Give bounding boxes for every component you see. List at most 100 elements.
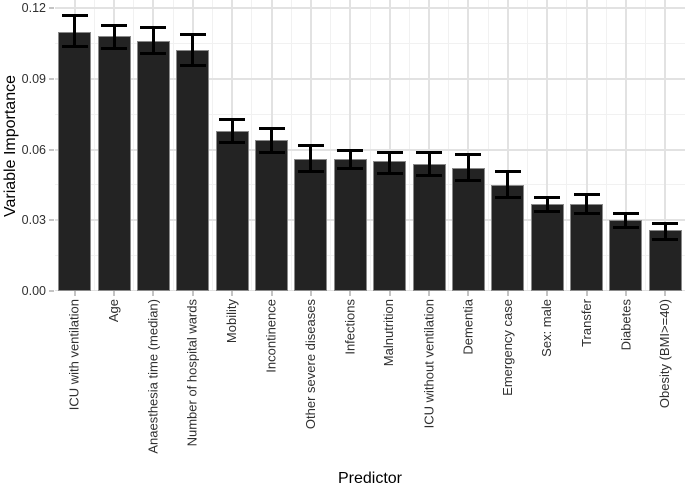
x-category-label: Incontinence [263, 299, 279, 373]
v-gridline-major [428, 0, 431, 291]
y-tick-label: 0.06 [21, 142, 46, 157]
y-tick-label: 0.00 [21, 284, 46, 298]
v-gridline-minor [212, 0, 213, 291]
v-gridline-minor [605, 0, 607, 291]
v-gridline-minor [408, 0, 410, 291]
error-bar-cap-bottom [494, 195, 521, 199]
x-tick-mark [546, 291, 549, 296]
error-bar-stem [427, 151, 431, 176]
x-category-label: Diabetes [617, 299, 633, 351]
y-tick-label: 0.09 [21, 71, 46, 86]
v-gridline-minor [645, 0, 647, 291]
error-bar-cap-top [337, 148, 364, 152]
error-bar-cap-top [494, 169, 521, 173]
x-tick-mark [664, 291, 667, 296]
x-axis-title: Predictor [337, 470, 403, 487]
y-tick-mark [49, 77, 54, 80]
x-category-label: Age [106, 299, 122, 323]
error-bar-stem [388, 151, 392, 174]
error-bar-cap-bottom [376, 172, 403, 176]
error-bar-cap-top [612, 212, 639, 216]
x-category-label: ICU without ventilation [421, 299, 437, 429]
bar-1 [58, 31, 92, 291]
y-tick-label: 0.03 [21, 213, 46, 228]
v-gridline-minor [133, 0, 135, 291]
error-bar-stem [506, 170, 510, 197]
x-tick-mark [506, 291, 509, 296]
error-bar-cap-top [101, 23, 128, 27]
x-category-label: Sex: male [539, 299, 555, 357]
y-tick-mark [49, 148, 54, 151]
x-category-label: Transfer [578, 299, 594, 347]
x-category-label: Emergency case [499, 299, 515, 396]
error-bar-cap-bottom [61, 44, 88, 48]
v-gridline-major [546, 0, 549, 291]
x-tick-mark [428, 291, 431, 296]
h-gridline-major [55, 219, 685, 222]
x-tick-mark [309, 291, 312, 296]
v-gridline-major [388, 0, 391, 291]
y-tick-mark [49, 219, 54, 222]
v-gridline-minor [448, 0, 450, 291]
error-bar-stem [545, 196, 549, 211]
v-gridline-minor [330, 0, 332, 291]
error-bar-cap-bottom [337, 167, 364, 171]
error-bar-cap-top [455, 153, 482, 157]
error-bar-cap-bottom [101, 47, 128, 51]
x-category-label: Number of hospital wards [184, 299, 200, 447]
bar-7 [294, 158, 328, 291]
error-bar-cap-bottom [534, 209, 561, 213]
error-bar-cap-top [652, 221, 679, 225]
error-bar-stem [191, 33, 195, 65]
h-gridline-major [55, 7, 685, 9]
v-gridline-minor [172, 0, 174, 291]
x-tick-mark [585, 291, 588, 296]
v-gridline-minor [566, 0, 568, 291]
bar-14 [570, 203, 604, 291]
h-gridline-major [55, 77, 685, 80]
bar-2 [97, 36, 131, 291]
x-tick-mark [152, 291, 155, 296]
v-gridline-major [624, 0, 627, 291]
x-category-label: Dementia [460, 299, 476, 355]
error-bar-stem [151, 26, 155, 53]
bar-11 [451, 168, 485, 291]
bar-9 [373, 161, 407, 291]
error-bar-stem [73, 15, 77, 46]
error-bar-cap-top [140, 25, 167, 29]
v-gridline-major [585, 0, 588, 291]
bar-3 [136, 41, 170, 291]
error-bar-stem [663, 222, 667, 240]
bar-8 [333, 158, 367, 291]
v-gridline-minor [93, 0, 95, 291]
v-gridline-minor [527, 0, 528, 291]
bar-5 [215, 130, 249, 291]
error-bar-cap-top [258, 127, 285, 131]
y-tick-label: 0.12 [21, 1, 46, 15]
v-gridline-minor [251, 0, 253, 291]
x-tick-mark [349, 291, 352, 296]
error-bar-cap-top [219, 117, 246, 121]
error-bar-cap-top [534, 195, 561, 199]
error-bar-cap-bottom [573, 212, 600, 216]
x-tick-mark [113, 291, 116, 296]
error-bar-stem [230, 118, 234, 143]
error-bar-cap-top [376, 150, 403, 154]
bar-4 [176, 50, 210, 291]
bar-6 [255, 140, 289, 291]
bar-13 [530, 203, 564, 291]
x-tick-mark [231, 291, 234, 296]
error-bar-cap-bottom [652, 238, 679, 242]
error-bar-stem [309, 144, 313, 171]
h-gridline-major [55, 148, 685, 151]
v-gridline-minor [487, 0, 489, 291]
x-tick-mark [388, 291, 391, 296]
error-bar-cap-bottom [612, 226, 639, 230]
error-bar-stem [112, 24, 116, 49]
error-bar-cap-bottom [297, 169, 324, 173]
error-bar-cap-top [61, 14, 88, 18]
x-category-label: Anaesthesia time (median) [145, 299, 161, 454]
v-gridline-major [349, 0, 352, 291]
x-tick-mark [270, 291, 273, 296]
x-category-label: Obesity (BMI>=40) [657, 299, 673, 409]
